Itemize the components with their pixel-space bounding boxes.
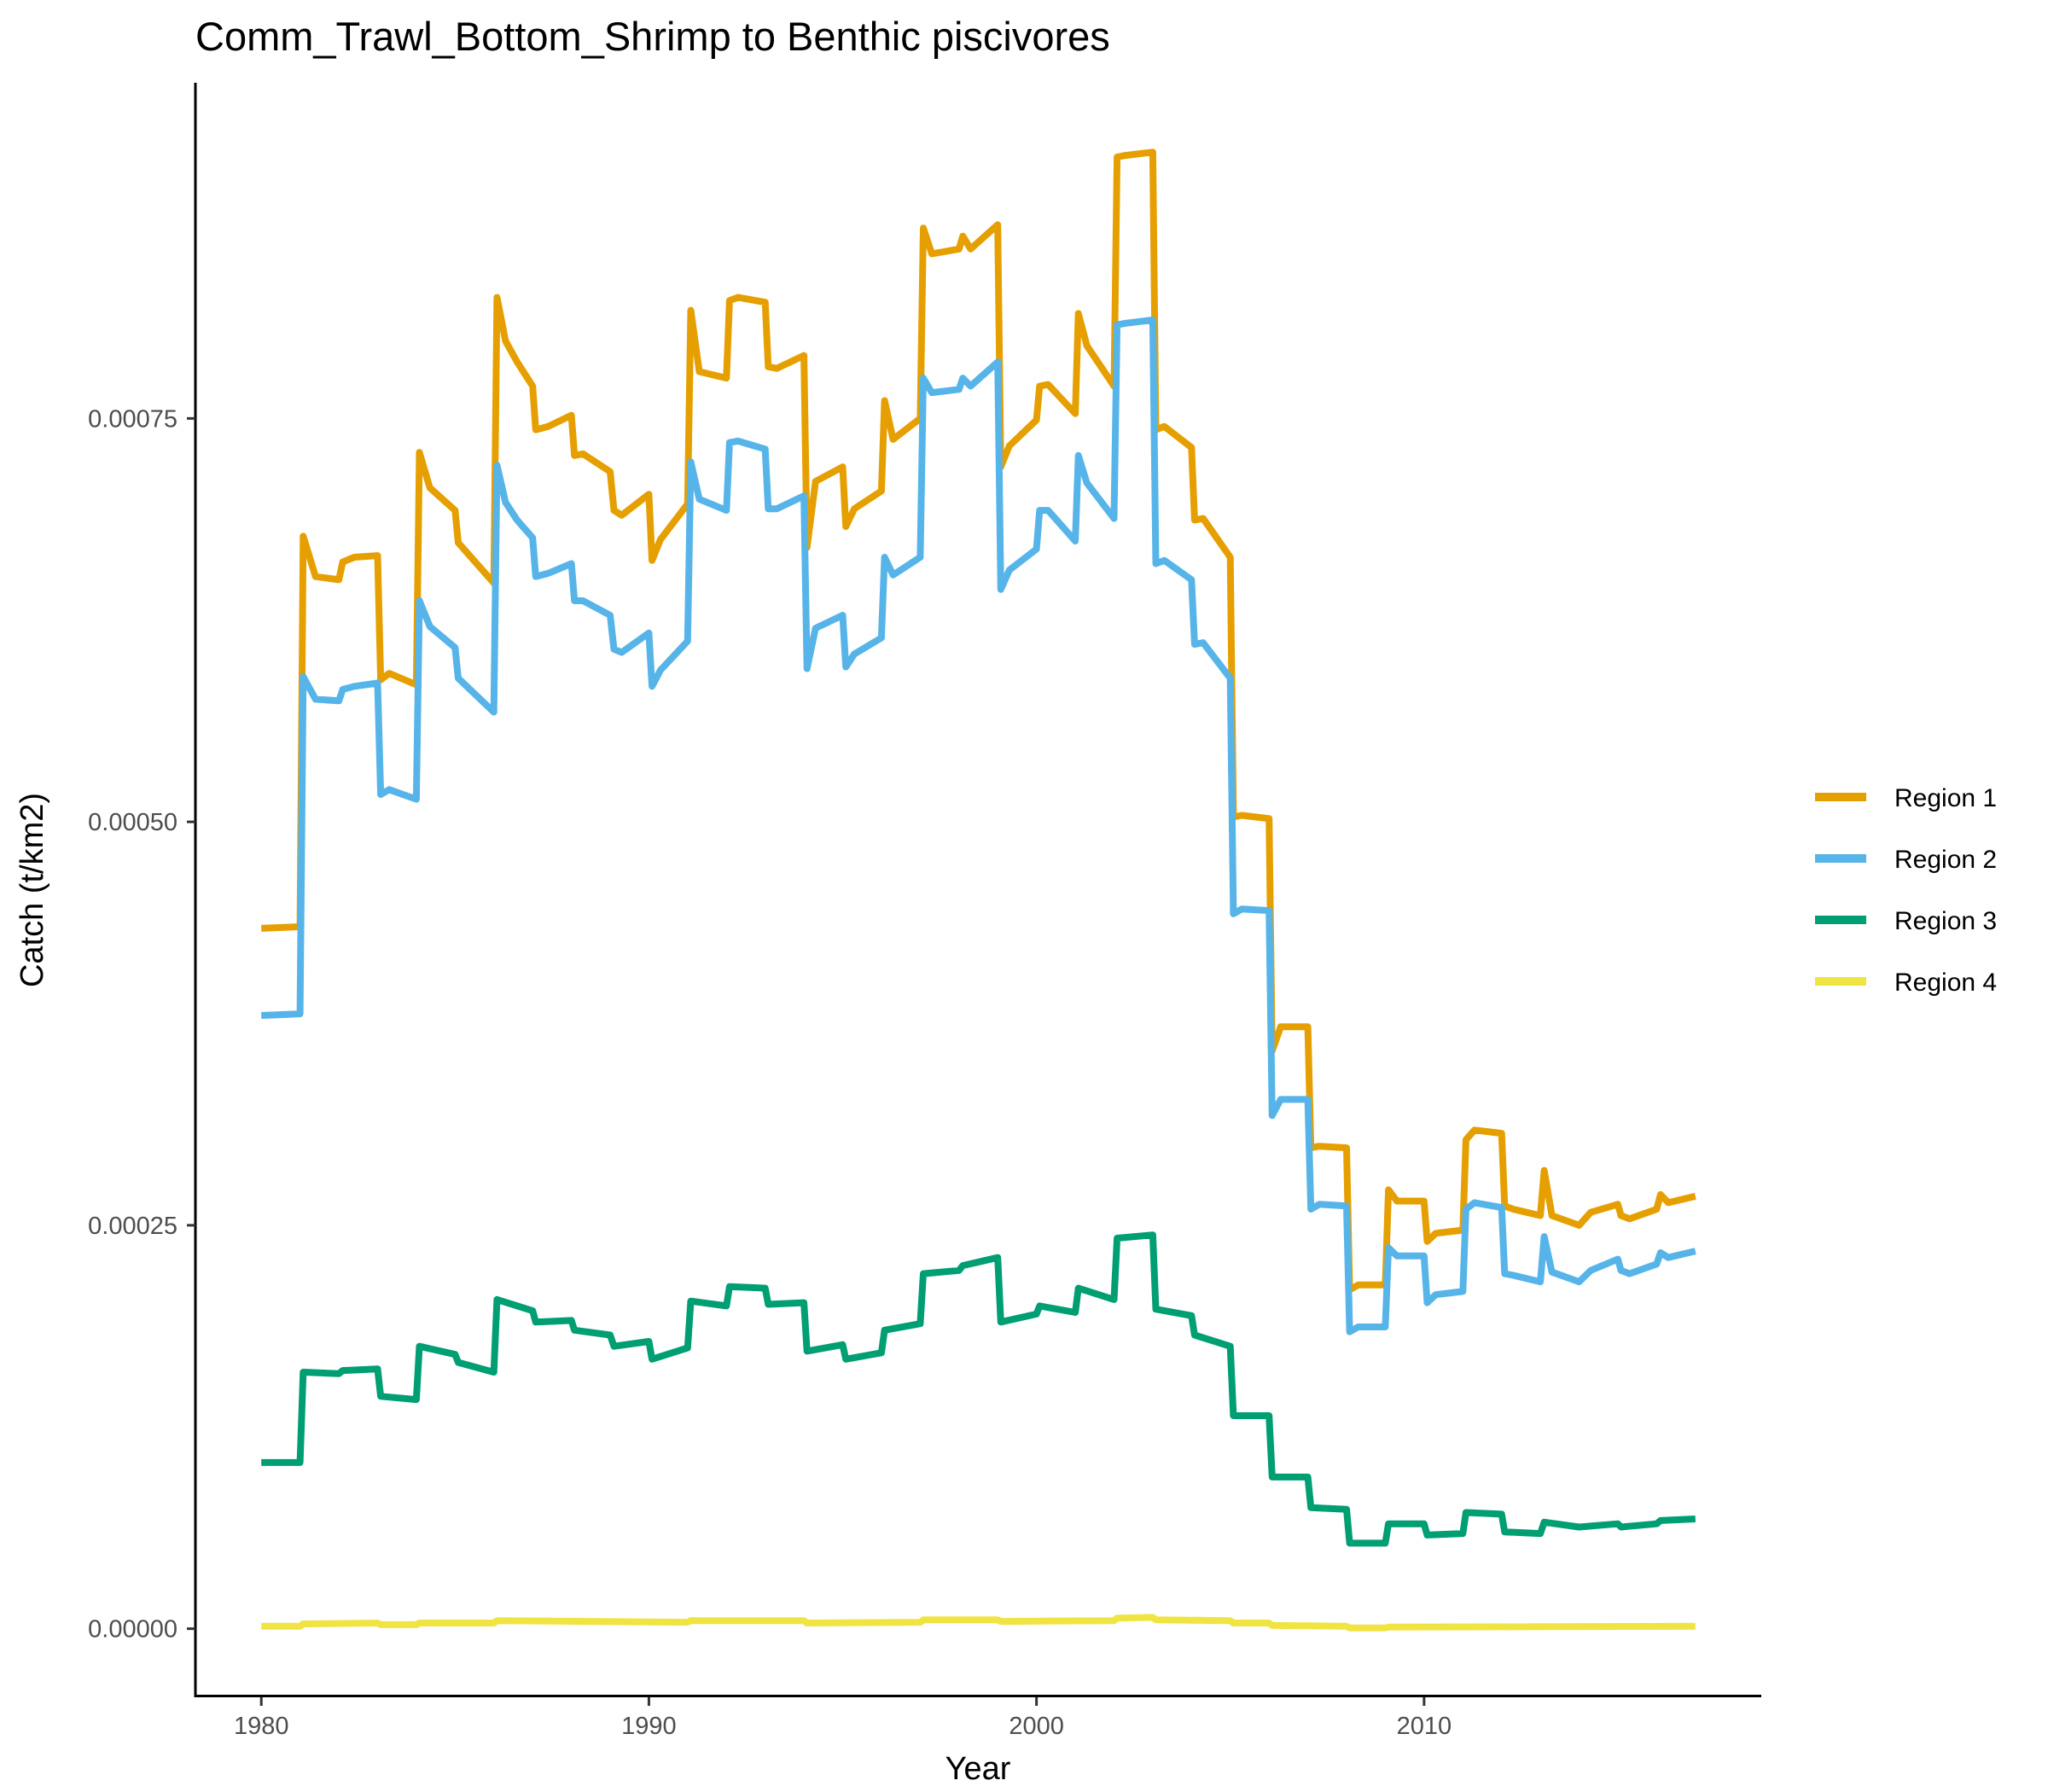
legend-label-region-1: Region 1 xyxy=(1894,784,1997,812)
y-tick-label: 0.00025 xyxy=(88,1213,177,1240)
x-axis-ticks: 1980 1990 2000 2010 xyxy=(234,1697,1452,1740)
x-tick-label: 2010 xyxy=(1397,1713,1452,1740)
x-tick-label: 2000 xyxy=(1009,1713,1064,1740)
x-axis-title: Year xyxy=(945,1751,1011,1787)
series-line-region-1 xyxy=(261,148,1696,1294)
series-line-region-2 xyxy=(261,317,1696,1335)
y-axis-ticks: 0.00000 0.00025 0.00050 0.00075 xyxy=(88,405,195,1644)
legend: Region 1 Region 2 Region 3 Region 4 xyxy=(1815,784,1997,997)
plot-area: 1980 1990 2000 2010 0.000000.000250.000500.… xyxy=(88,83,1761,1740)
y-axis-title: Catch (t/km2) xyxy=(15,793,50,987)
y-tick-label: 0.00075 xyxy=(88,405,177,433)
legend-label-region-4: Region 4 xyxy=(1894,969,1997,997)
series-line-region-3 xyxy=(261,1231,1696,1547)
series-layer xyxy=(261,148,1696,1632)
y-tick-label: 0.00050 xyxy=(88,809,177,836)
chart-title: Comm_Trawl_Bottom_Shrimp to Benthic pisc… xyxy=(195,14,1110,59)
x-tick-label: 1980 xyxy=(234,1713,289,1740)
x-tick-label: 1990 xyxy=(621,1713,677,1740)
series-line-region-4 xyxy=(261,1614,1696,1632)
legend-label-region-2: Region 2 xyxy=(1894,846,1997,874)
y-tick-label: 0.00000 xyxy=(88,1616,177,1644)
legend-label-region-3: Region 3 xyxy=(1894,907,1997,935)
